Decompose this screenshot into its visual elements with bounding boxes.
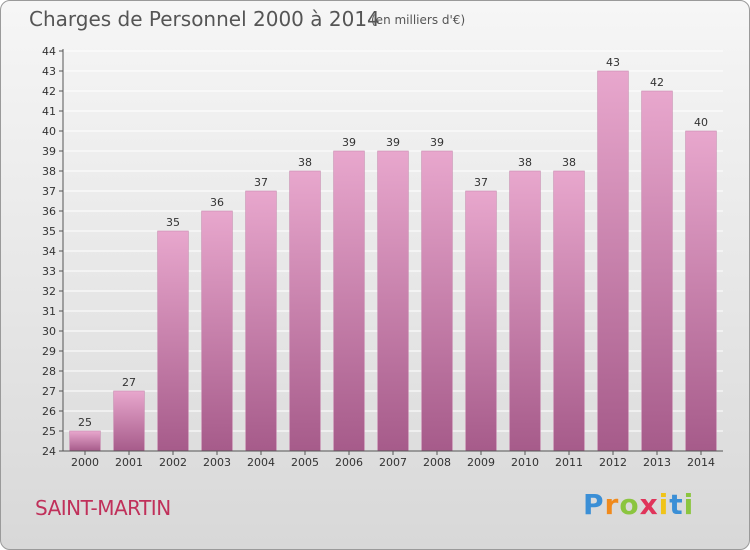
data-label: 38	[298, 156, 312, 169]
x-tick-label: 2001	[115, 456, 143, 469]
y-tick-label: 32	[42, 285, 56, 298]
x-tick-label: 2011	[555, 456, 583, 469]
data-label: 37	[474, 176, 488, 189]
data-label: 36	[210, 196, 224, 209]
y-tick-label: 35	[42, 225, 56, 238]
chart-subtitle: (en milliers d'€)	[371, 13, 466, 27]
x-tick-label: 2006	[335, 456, 363, 469]
proxiti-logo: Proxiti	[583, 488, 694, 521]
y-tick-label: 31	[42, 305, 56, 318]
x-tick-label: 2012	[599, 456, 627, 469]
logo-letter: P	[583, 488, 605, 521]
data-label: 39	[386, 136, 400, 149]
data-label: 38	[518, 156, 532, 169]
y-tick-label: 38	[42, 165, 56, 178]
data-label: 37	[254, 176, 268, 189]
x-tick-label: 2010	[511, 456, 539, 469]
x-tick-label: 2004	[247, 456, 275, 469]
x-tick-label: 2014	[687, 456, 715, 469]
logo-letter: i	[683, 488, 695, 521]
y-tick-label: 37	[42, 185, 56, 198]
bar	[201, 210, 233, 452]
y-tick-label: 27	[42, 385, 56, 398]
bar	[333, 150, 365, 452]
logo-letter: x	[639, 488, 659, 521]
bar	[509, 170, 541, 452]
bar	[289, 170, 321, 452]
bar	[69, 430, 101, 452]
x-tick-label: 2013	[643, 456, 671, 469]
bar	[641, 90, 673, 452]
x-tick-label: 2007	[379, 456, 407, 469]
y-tick-label: 36	[42, 205, 56, 218]
y-tick-label: 40	[42, 125, 56, 138]
logo-letter: r	[604, 488, 620, 521]
bar	[377, 150, 409, 452]
bars	[69, 70, 717, 452]
y-tick-label: 34	[42, 245, 56, 258]
y-tick-label: 44	[42, 45, 56, 58]
y-tick-label: 26	[42, 405, 56, 418]
y-tick-label: 29	[42, 345, 56, 358]
data-label: 35	[166, 216, 180, 229]
y-tick-label: 30	[42, 325, 56, 338]
y-tick-label: 42	[42, 85, 56, 98]
logo-letter: o	[619, 488, 640, 521]
bar	[157, 230, 189, 452]
data-label: 40	[694, 116, 708, 129]
axes	[59, 49, 723, 455]
bar	[245, 190, 277, 452]
bar	[685, 130, 717, 452]
data-label: 42	[650, 76, 664, 89]
bar	[465, 190, 497, 452]
bar	[553, 170, 585, 452]
y-tick-label: 28	[42, 365, 56, 378]
bar	[597, 70, 629, 452]
chart-title: Charges de Personnel 2000 à 2014	[29, 7, 380, 31]
city-name: SAINT-MARTIN	[35, 496, 171, 520]
bar	[113, 390, 145, 452]
data-label: 25	[78, 416, 92, 429]
y-tick-label: 39	[42, 145, 56, 158]
x-tick-label: 2000	[71, 456, 99, 469]
x-tick-label: 2002	[159, 456, 187, 469]
data-label: 43	[606, 56, 620, 69]
data-label: 39	[430, 136, 444, 149]
x-tick-label: 2005	[291, 456, 319, 469]
y-tick-label: 43	[42, 65, 56, 78]
logo-letter: t	[669, 488, 684, 521]
x-tick-label: 2003	[203, 456, 231, 469]
bar	[421, 150, 453, 452]
data-label: 39	[342, 136, 356, 149]
y-tick-label: 33	[42, 265, 56, 278]
y-tick-label: 41	[42, 105, 56, 118]
data-label: 38	[562, 156, 576, 169]
logo-letter: i	[658, 488, 670, 521]
y-tick-label: 24	[42, 445, 56, 458]
x-tick-label: 2008	[423, 456, 451, 469]
labels: 24 25 26 27 28 29 30 31 32 33 34 35 36 37 38 39 40 41 42 43…	[42, 45, 715, 469]
x-tick-label: 2009	[467, 456, 495, 469]
y-tick-label: 25	[42, 425, 56, 438]
data-label: 27	[122, 376, 136, 389]
